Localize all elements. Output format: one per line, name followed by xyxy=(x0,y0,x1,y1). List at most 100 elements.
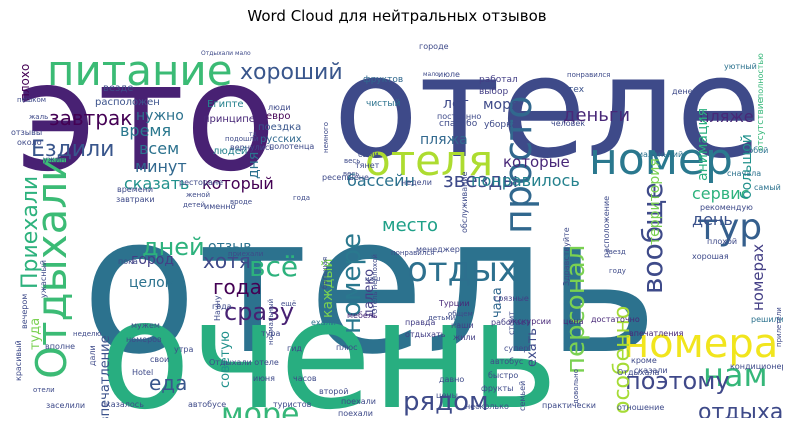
word-70: принципе xyxy=(203,114,255,125)
word-113: практически xyxy=(542,401,596,410)
word-116: давно xyxy=(439,375,464,384)
word-76: чистый xyxy=(366,99,400,109)
word-155: Начну xyxy=(213,295,222,321)
word-179: звезд xyxy=(605,248,626,256)
word-82: уютный xyxy=(724,62,757,71)
word-184: общем xyxy=(448,310,473,318)
word-192: понравился xyxy=(391,249,434,257)
word-95: экскурсии xyxy=(508,317,551,326)
word-75: фруктов xyxy=(363,75,403,85)
word-107: стоит xyxy=(507,311,516,335)
word-114: несколько xyxy=(465,402,509,411)
word-27: звезды xyxy=(443,168,518,192)
word-158: дали xyxy=(88,345,97,366)
word-130: плюс xyxy=(336,343,357,352)
word-94: решили xyxy=(751,315,783,324)
word-77: спасибо xyxy=(439,119,478,129)
word-182: ещё xyxy=(281,300,296,308)
word-183: нормальный xyxy=(267,299,275,345)
word-54: нужно xyxy=(136,108,184,124)
word-156: тура xyxy=(261,329,280,338)
word-177: вроде xyxy=(230,198,252,206)
word-149: расположение xyxy=(602,196,611,258)
word-126: Hotel xyxy=(132,368,153,377)
word-cloud-svg: это отелеотельоченьномеротеляпитаниеОтдых… xyxy=(11,29,783,418)
word-91: хорошая xyxy=(692,252,729,261)
word-190: Отдыхали мало xyxy=(201,50,251,57)
word-86: маленький xyxy=(637,150,683,159)
word-173: жаль xyxy=(29,113,48,121)
word-87: сначала xyxy=(727,169,761,178)
word-140: вернулись xyxy=(230,143,274,152)
word-52: лет xyxy=(443,96,469,112)
word-67: везде xyxy=(103,83,133,94)
word-59: каждый xyxy=(320,259,336,318)
word-127: свои xyxy=(150,355,169,364)
word-60: далеко xyxy=(362,269,377,318)
word-68: расположен xyxy=(95,97,160,108)
word-123: заселили xyxy=(46,401,85,410)
word-132: вечером xyxy=(20,294,29,329)
word-165: городе xyxy=(419,42,449,51)
word-118: часов xyxy=(293,374,317,383)
word-196: весь xyxy=(343,170,359,178)
word-112: семьей xyxy=(518,381,527,411)
word-110: быстро xyxy=(488,371,518,380)
word-20: Ездили xyxy=(31,137,114,162)
word-5: отеля xyxy=(365,136,493,185)
word-65: ехать xyxy=(525,328,540,367)
word-46: день xyxy=(692,210,733,229)
word-166: денег xyxy=(672,87,697,96)
word-141: полотенца xyxy=(269,142,314,151)
word-45: сервис xyxy=(692,184,749,203)
word-22: поэтому xyxy=(625,367,730,395)
word-50: территория xyxy=(647,158,663,245)
word-90: плохой xyxy=(707,237,737,246)
word-164: июле xyxy=(438,70,460,79)
word-120: туристов xyxy=(273,400,312,409)
word-8: номера xyxy=(623,321,778,367)
word-15: рядом xyxy=(403,387,489,417)
word-97: достаточно xyxy=(591,315,640,324)
word-104: наши xyxy=(451,321,474,330)
word-185: детьми xyxy=(428,314,455,322)
word-125: Отдыхали отеле xyxy=(209,358,279,367)
word-29: хотя xyxy=(203,249,251,273)
word-96: цена xyxy=(563,317,584,326)
word-61: советую xyxy=(218,331,233,388)
word-144: ресепшене xyxy=(322,173,369,182)
word-188: приехали xyxy=(228,250,263,258)
word-36: минут xyxy=(135,157,187,176)
word-119: поехали xyxy=(341,397,376,406)
word-34: время xyxy=(120,121,171,140)
word-153: утра xyxy=(174,345,193,354)
word-117: второй xyxy=(319,387,348,396)
word-88: самый xyxy=(754,183,781,192)
word-92: кондиционер xyxy=(730,362,783,371)
word-16: персонал xyxy=(561,245,591,374)
word-135: около xyxy=(17,138,42,147)
word-32: Приехали xyxy=(18,176,43,289)
word-72: поездка xyxy=(258,122,301,133)
word-57: целом xyxy=(129,275,175,291)
word-131: красивый xyxy=(14,340,23,381)
word-83: отсутствие xyxy=(756,97,766,151)
word-170: человек xyxy=(551,119,585,128)
word-98: Турции xyxy=(438,299,470,308)
word-3: очень xyxy=(99,269,558,418)
word-162: июня xyxy=(253,374,275,383)
word-26: сразу xyxy=(224,298,294,326)
word-181: большая xyxy=(321,257,329,289)
word-193: довольно xyxy=(572,369,580,404)
word-30: еда xyxy=(149,371,187,395)
word-55: дня xyxy=(246,152,262,179)
word-21: отдыха xyxy=(698,400,783,418)
word-171: немного xyxy=(322,122,330,153)
word-2: отель xyxy=(81,175,658,396)
word-69: Египте xyxy=(207,99,244,110)
word-195: году xyxy=(609,267,626,275)
word-174: подошли xyxy=(225,135,258,143)
word-71: евро xyxy=(266,111,291,122)
word-154: гид xyxy=(287,344,302,353)
